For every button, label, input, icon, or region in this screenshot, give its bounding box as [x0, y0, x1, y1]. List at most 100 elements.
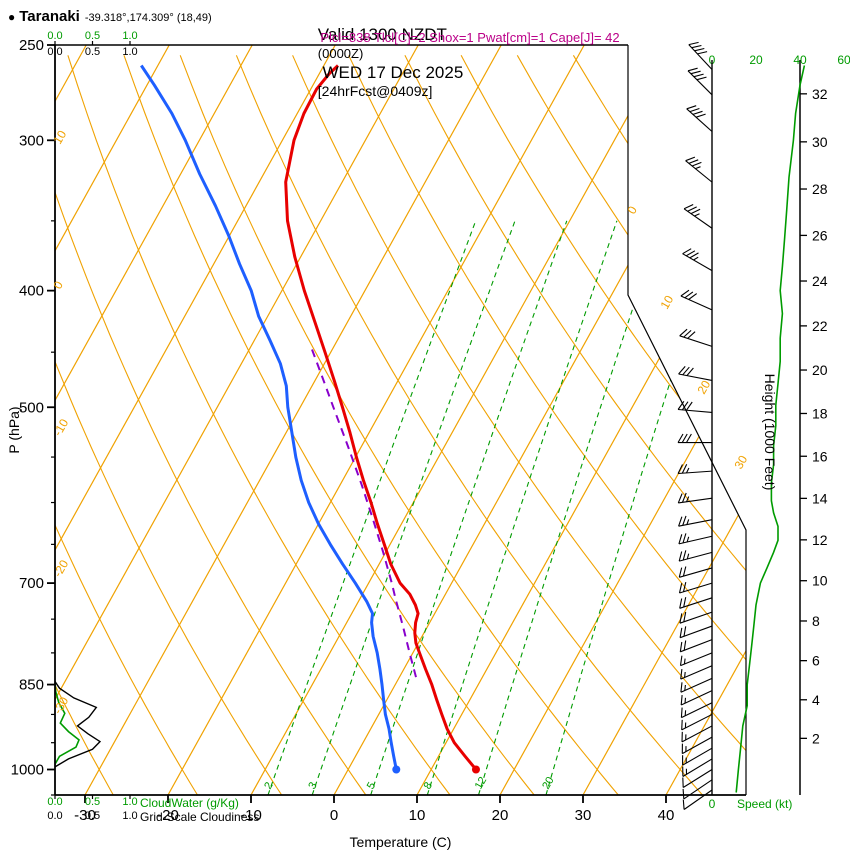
svg-text:700: 700	[19, 575, 44, 592]
wind-barb	[682, 747, 713, 766]
valid-zulu-text: (0000Z)	[317, 46, 364, 61]
svg-text:-20: -20	[157, 807, 179, 824]
mixing-ratio-lines	[267, 220, 722, 795]
svg-text:40: 40	[793, 53, 807, 67]
cloudiness-scale-top: 0.0 0.5 1.0	[0, 46, 220, 58]
gridline-labels: 10 0 -10 -20 -30 0 10 20 30	[50, 128, 750, 717]
svg-text:22: 22	[812, 318, 828, 334]
wind-barb	[679, 328, 713, 347]
pressure-axis-title: P (hPa)	[6, 406, 22, 454]
svg-text:20: 20	[749, 53, 763, 67]
wind-barb	[677, 433, 713, 444]
svg-text:12: 12	[473, 775, 490, 792]
wind-barb	[688, 41, 713, 70]
wind-barb	[682, 769, 713, 788]
scale-tick-label: 0.0	[47, 810, 63, 822]
scale-tick-label: 0.5	[84, 796, 101, 808]
wind-barb	[678, 550, 713, 562]
pressure-axis: 250 300 400 500 700 850 1000	[11, 37, 55, 796]
scale-tick-label: 1.0	[122, 30, 138, 42]
station-name: Taranaki	[19, 8, 80, 25]
svg-text:10: 10	[50, 128, 69, 147]
wind-barb	[677, 400, 713, 413]
wind-barb	[677, 492, 713, 504]
wind-barb	[685, 156, 713, 183]
svg-text:30: 30	[731, 453, 750, 472]
svg-text:-10: -10	[50, 416, 71, 438]
valid-time-title: Valid 1300 NZDT (0000Z) WED 17 Dec 2025 …	[300, 7, 468, 119]
svg-text:30: 30	[575, 807, 592, 824]
svg-text:10: 10	[812, 573, 828, 589]
plot-border	[54, 44, 747, 796]
svg-text:18: 18	[812, 405, 828, 421]
svg-text:400: 400	[19, 283, 44, 300]
station-bullet-icon: ●	[8, 10, 16, 24]
cloudwater-legend: CloudWater (g/Kg)	[140, 796, 239, 810]
wind-barb	[682, 758, 713, 777]
station-header: ● Taranaki -39.318°,174.309° (18,49)	[8, 8, 212, 25]
svg-text:-20: -20	[50, 557, 71, 579]
svg-text:30: 30	[812, 134, 828, 150]
wind-barb	[679, 639, 713, 653]
wind-barb	[680, 690, 713, 706]
svg-text:300: 300	[19, 132, 44, 149]
svg-text:-30: -30	[74, 807, 96, 824]
wind-barb	[683, 204, 713, 229]
scale-tick-label: 1.0	[122, 796, 138, 808]
svg-text:40: 40	[658, 807, 675, 824]
wind-barb	[681, 725, 713, 743]
svg-text:2: 2	[812, 730, 820, 746]
wind-barb	[677, 463, 713, 475]
svg-text:4: 4	[812, 692, 820, 708]
cloudiness-scale-bottom: 0.0 0.5 1.0	[0, 810, 220, 822]
wind-barb	[679, 625, 713, 639]
wind-barb	[680, 702, 713, 719]
scale-tick-label: 0.0	[47, 46, 63, 58]
stability-indices: Plcl=838 Tlcl[C]=2 Shox=1 Pwat[cm]=1 Cap…	[320, 30, 620, 45]
svg-text:-10: -10	[240, 807, 262, 824]
wind-barb	[682, 248, 713, 272]
svg-text:0: 0	[330, 807, 338, 824]
surface-temperature-marker	[471, 765, 480, 774]
svg-text:0: 0	[624, 203, 640, 216]
svg-text:14: 14	[812, 490, 828, 506]
wind-barbs	[677, 41, 713, 810]
wind-speed-curve	[735, 65, 806, 793]
svg-text:20: 20	[694, 378, 713, 397]
svg-text:10: 10	[409, 807, 426, 824]
wind-barb	[678, 366, 713, 381]
svg-text:-30: -30	[50, 694, 71, 716]
cloudwater-scale-top: 0.0 0.5 1.0	[0, 30, 220, 42]
svg-text:10: 10	[657, 293, 676, 312]
wind-barb	[678, 515, 713, 527]
temperature-curve	[284, 64, 478, 771]
svg-text:28: 28	[812, 181, 828, 197]
scale-tick-label: 0.5	[84, 810, 101, 822]
scale-tick-label: 0.0	[47, 30, 63, 42]
cloud-water-profile	[54, 681, 102, 768]
wind-barb	[678, 581, 713, 594]
svg-text:2: 2	[262, 780, 275, 791]
forecast-tag-text: [24hrFcst@0409z]	[317, 83, 433, 99]
wind-barb	[687, 67, 713, 96]
wind-barb	[680, 665, 713, 680]
svg-text:0: 0	[50, 278, 66, 291]
scale-tick-label: 1.0	[122, 46, 138, 58]
speed-axis: 02040600Speed (kt)	[709, 53, 850, 811]
height-axis-title: Height (1000 Feet)	[762, 373, 778, 491]
valid-time-text: Valid 1300 NZDT	[317, 25, 452, 44]
svg-text:8: 8	[422, 780, 435, 791]
dewpoint-curve	[140, 64, 398, 770]
svg-text:20: 20	[540, 775, 557, 792]
wind-barb	[681, 713, 713, 731]
skewt-grid	[55, 45, 746, 795]
valid-date-text: WED 17 Dec 2025	[317, 63, 469, 82]
cloudiness-legend: Grid-Scale Cloudiness	[140, 810, 260, 824]
wind-barb	[679, 597, 713, 609]
svg-text:12: 12	[812, 532, 828, 548]
wind-barb	[679, 611, 713, 624]
wind-barb	[680, 677, 713, 693]
scale-tick-label: 1.0	[122, 810, 138, 822]
